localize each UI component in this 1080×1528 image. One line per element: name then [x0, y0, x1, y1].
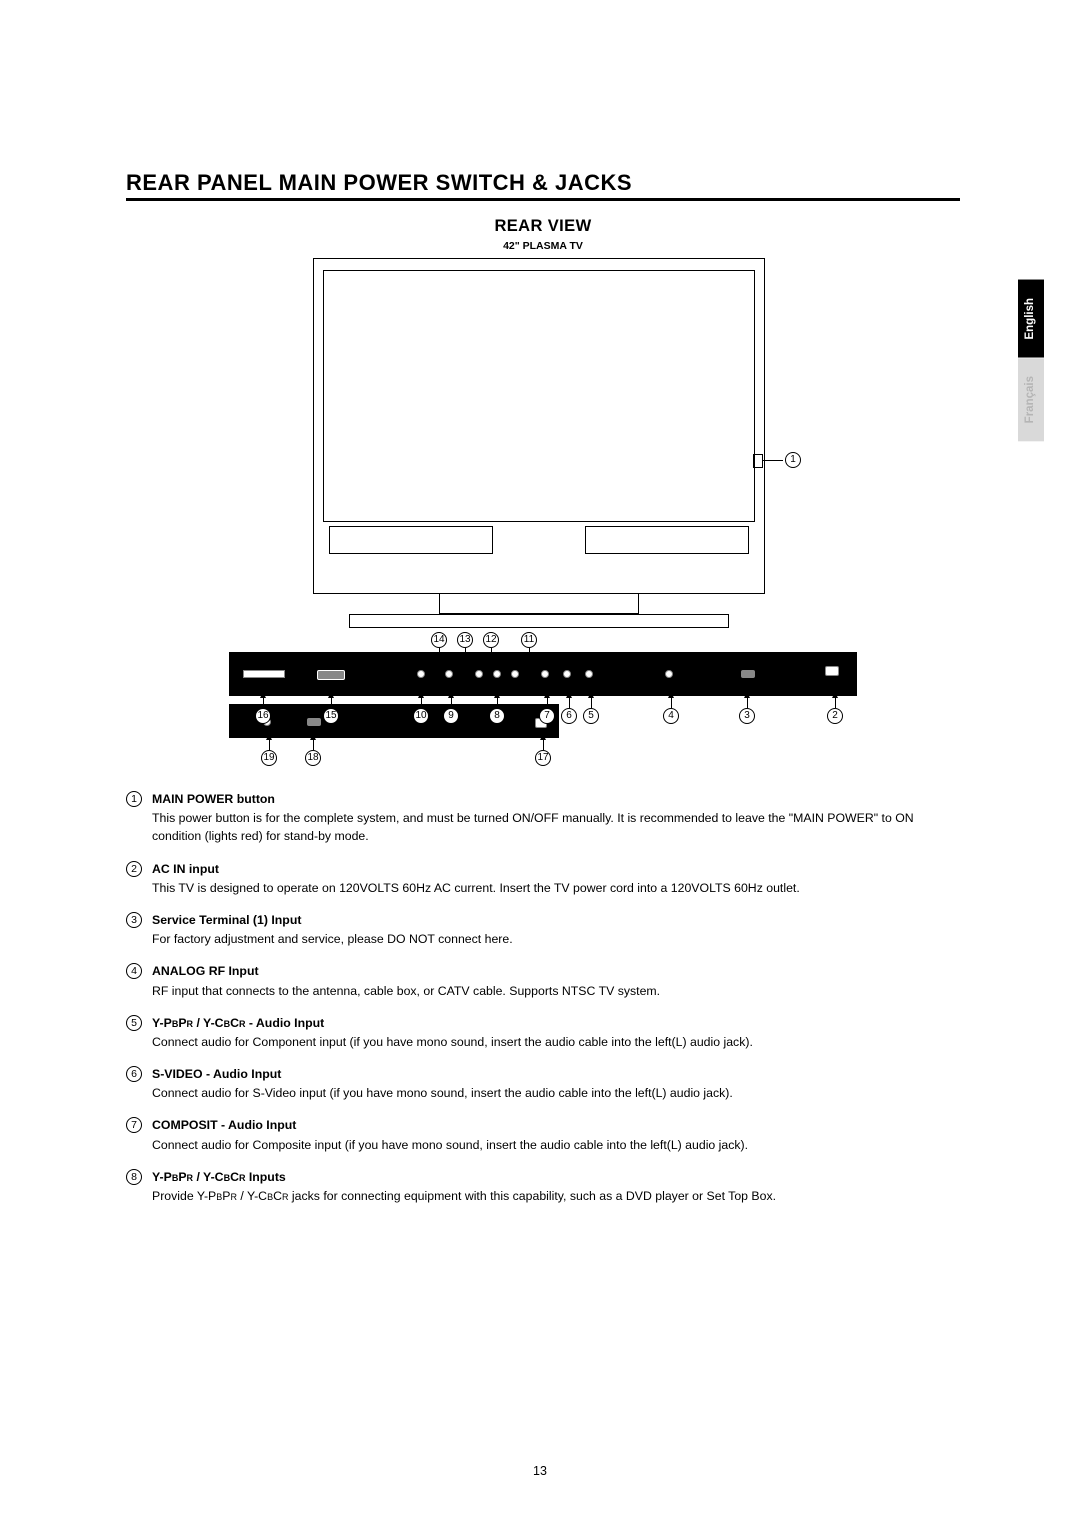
list-item: 5 Y-PbPr / Y-CbCr - Audio InputConnect au… [126, 1014, 960, 1051]
service-port [741, 670, 755, 678]
callout-11: 11 [521, 632, 537, 648]
port [585, 670, 593, 678]
port [493, 670, 501, 678]
list-item: 7 COMPOSIT - Audio Input Connect audio for… [126, 1116, 960, 1153]
page-number: 13 [0, 1464, 1080, 1478]
callout-7: 7 [539, 708, 555, 724]
port [417, 670, 425, 678]
callout-5: 5 [583, 708, 599, 724]
list-item: 4 ANALOG RF Input RF input that connects t… [126, 962, 960, 999]
callout-15: 15 [323, 708, 339, 724]
item-description: This TV is designed to operate on 120VOL… [152, 879, 960, 897]
item-title: Service Terminal (1) Input [152, 911, 960, 929]
callout-1: 1 [785, 452, 801, 468]
port [563, 670, 571, 678]
callout-3: 3 [739, 708, 755, 724]
item-title: COMPOSIT - Audio Input [152, 1116, 960, 1134]
item-number: 6 [126, 1066, 142, 1082]
item-number: 2 [126, 861, 142, 877]
item-number: 7 [126, 1117, 142, 1133]
callout-13: 13 [457, 632, 473, 648]
item-description: Connect audio for S-Video input (if you … [152, 1084, 960, 1102]
callout-18: 18 [305, 750, 321, 766]
list-item: 6 S-VIDEO - Audio InputConnect audio for … [126, 1065, 960, 1102]
tv-screen [323, 270, 755, 522]
callout-8: 8 [489, 708, 505, 724]
port [475, 670, 483, 678]
item-title: Y-PbPr / Y-CbCr Inputs [152, 1168, 960, 1186]
rear-view-diagram: 1 14 13 12 11 16 15 10 9 8 765 4 3 2 19 18 17 [229, 256, 857, 766]
port [541, 670, 549, 678]
dvi-port [243, 670, 285, 678]
lang-tab-english[interactable]: English [1018, 280, 1044, 358]
speaker-left [329, 526, 493, 554]
item-number: 3 [126, 912, 142, 928]
callout-6: 6 [561, 708, 577, 724]
leader-line [763, 460, 783, 461]
item-description: Provide Y-PbPr / Y-CbCr jacks for connec… [152, 1187, 960, 1205]
language-tabs: English Français [1018, 280, 1044, 441]
list-item: 8 Y-PbPr / Y-CbCr InputsProvide Y-PbPr / … [126, 1168, 960, 1205]
callout-19: 19 [261, 750, 277, 766]
item-number: 1 [126, 791, 142, 807]
lang-tab-francais[interactable]: Français [1018, 358, 1044, 441]
item-title: AC IN input [152, 860, 960, 878]
item-title: MAIN POWER button [152, 790, 960, 808]
item-title: ANALOG RF Input [152, 962, 960, 980]
item-number: 5 [126, 1015, 142, 1031]
main-power-switch [753, 454, 763, 468]
service-port-2 [307, 718, 321, 726]
item-list: 1 MAIN POWER buttonThis power button is f… [126, 790, 960, 1205]
callout-9: 9 [443, 708, 459, 724]
item-description: Connect audio for Component input (if yo… [152, 1033, 960, 1051]
callout-16: 16 [255, 708, 271, 724]
item-number: 4 [126, 963, 142, 979]
item-description: Connect audio for Composite input (if yo… [152, 1136, 960, 1154]
callout-14: 14 [431, 632, 447, 648]
model-label: 42" PLASMA TV [126, 240, 960, 252]
callout-4: 4 [663, 708, 679, 724]
callout-17: 17 [535, 750, 551, 766]
ac-in-port [825, 666, 839, 676]
item-description: RF input that connects to the antenna, c… [152, 982, 960, 1000]
tv-stand-base [349, 614, 729, 628]
callout-2: 2 [827, 708, 843, 724]
tv-stand-neck [439, 594, 639, 614]
rear-jack-panel-sub [229, 704, 559, 738]
speaker-right [585, 526, 749, 554]
port [511, 670, 519, 678]
item-description: For factory adjustment and service, plea… [152, 930, 960, 948]
section-subtitle: REAR VIEW [126, 217, 960, 236]
item-title: S-VIDEO - Audio Input [152, 1065, 960, 1083]
callout-10: 10 [413, 708, 429, 724]
port [445, 670, 453, 678]
section-title: REAR PANEL MAIN POWER SWITCH & JACKS [126, 170, 960, 201]
item-number: 8 [126, 1169, 142, 1185]
item-title: Y-PbPr / Y-CbCr - Audio Input [152, 1014, 960, 1032]
rgb-port [317, 670, 345, 680]
list-item: 1 MAIN POWER buttonThis power button is f… [126, 790, 960, 846]
list-item: 3 Service Terminal (1) InputFor factory a… [126, 911, 960, 948]
list-item: 2 AC IN inputThis TV is designed to opera… [126, 860, 960, 897]
item-description: This power button is for the complete sy… [152, 809, 960, 845]
callout-12: 12 [483, 632, 499, 648]
port [665, 670, 673, 678]
